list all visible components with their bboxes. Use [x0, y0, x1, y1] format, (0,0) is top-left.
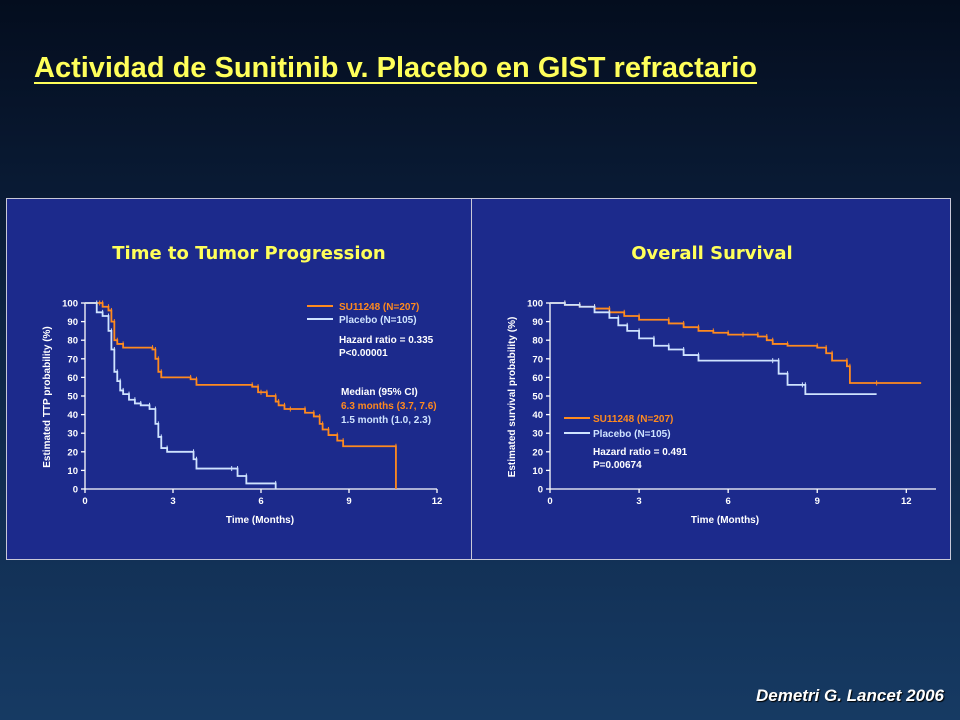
ttp-hazard-ratio: Hazard ratio = 0.335 [339, 335, 434, 346]
ttp-legend-su11248: SU11248 (N=207) [339, 302, 419, 313]
os-x-tick-label: 12 [901, 496, 912, 507]
os-legend: SU11248 (N=207) Placebo (N=105) [564, 414, 673, 440]
ttp-y-tick-label: 20 [67, 447, 78, 458]
os-y-tick-label: 50 [532, 392, 543, 403]
os-y-tick-label: 70 [532, 354, 543, 365]
chart-panel [6, 198, 951, 560]
ttp-series-group [85, 300, 397, 489]
os-chart: Overall Survival 01020304050607080901000… [507, 243, 936, 526]
ttp-y-tick-label: 0 [73, 485, 78, 496]
ttp-y-tick-label: 70 [67, 354, 78, 365]
os-p-value: P=0.00674 [593, 460, 642, 471]
os-series-group [550, 300, 922, 396]
os-x-axis-label: Time (Months) [691, 515, 759, 526]
os-legend-su11248: SU11248 (N=207) [593, 414, 673, 425]
os-y-axis-label: Estimated survival probability (%) [507, 317, 518, 478]
os-y-tick-label: 0 [538, 485, 543, 496]
os-x-tick-label: 3 [636, 496, 641, 507]
os-y-tick-label: 10 [532, 466, 543, 477]
os-y-tick-label: 30 [532, 429, 543, 440]
os-chart-title: Overall Survival [631, 243, 792, 264]
ttp-y-tick-label: 80 [67, 336, 78, 347]
ttp-y-tick-label: 50 [67, 392, 78, 403]
os-y-tick-label: 60 [532, 373, 543, 384]
ttp-y-tick-label: 30 [67, 429, 78, 440]
ttp-x-tick-label: 0 [82, 496, 87, 507]
os-x-tick-label: 9 [815, 496, 820, 507]
os-placebo-curve [550, 302, 877, 396]
ttp-x-tick-label: 9 [346, 496, 351, 507]
os-legend-placebo: Placebo (N=105) [593, 429, 671, 440]
ttp-x-tick-label: 12 [432, 496, 443, 507]
ttp-y-tick-label: 10 [67, 466, 78, 477]
ttp-x-tick-label: 3 [170, 496, 175, 507]
os-y-tick-label: 40 [532, 410, 543, 421]
os-y-tick-label: 20 [532, 447, 543, 458]
ttp-chart: Time to Tumor Progression 01020304050607… [42, 243, 442, 526]
os-y-tick-label: 80 [532, 336, 543, 347]
ttp-chart-title: Time to Tumor Progression [112, 243, 385, 264]
os-y-tick-label: 90 [532, 317, 543, 328]
ttp-p-value: P<0.00001 [339, 348, 388, 359]
slide-title: Actividad de Sunitinib v. Placebo en GIS… [34, 52, 758, 84]
ttp-median-heading: Median (95% CI) [341, 387, 418, 398]
ttp-median-placebo: 1.5 month (1.0, 2.3) [341, 415, 431, 426]
ttp-median-su11248: 6.3 months (3.7, 7.6) [341, 401, 437, 412]
ttp-y-tick-label: 40 [67, 410, 78, 421]
os-hazard-ratio: Hazard ratio = 0.491 [593, 447, 688, 458]
ttp-legend-placebo: Placebo (N=105) [339, 315, 417, 326]
os-x-tick-label: 6 [726, 496, 731, 507]
ttp-x-axis-label: Time (Months) [226, 515, 294, 526]
citation: Demetri G. Lancet 2006 [755, 686, 944, 705]
ttp-y-tick-label: 60 [67, 373, 78, 384]
ttp-axes: 0 10 20 30 40 50 60 70 80 90 100 0 3 6 9 12 [62, 299, 442, 508]
ttp-y-tick-label: 90 [67, 317, 78, 328]
ttp-y-axis-label: Estimated TTP probability (%) [42, 326, 53, 468]
ttp-legend: SU11248 (N=207) Placebo (N=105) [307, 302, 419, 326]
os-su11248-curve [550, 302, 922, 384]
os-y-tick-label: 100 [527, 299, 543, 310]
ttp-x-tick-label: 6 [258, 496, 263, 507]
os-x-tick-label: 0 [547, 496, 552, 507]
ttp-y-tick-label: 100 [62, 299, 78, 310]
os-axes: 0 10 20 30 40 50 60 70 80 90 100 0 3 6 9 12 [527, 299, 936, 507]
panel-divider [471, 198, 472, 560]
